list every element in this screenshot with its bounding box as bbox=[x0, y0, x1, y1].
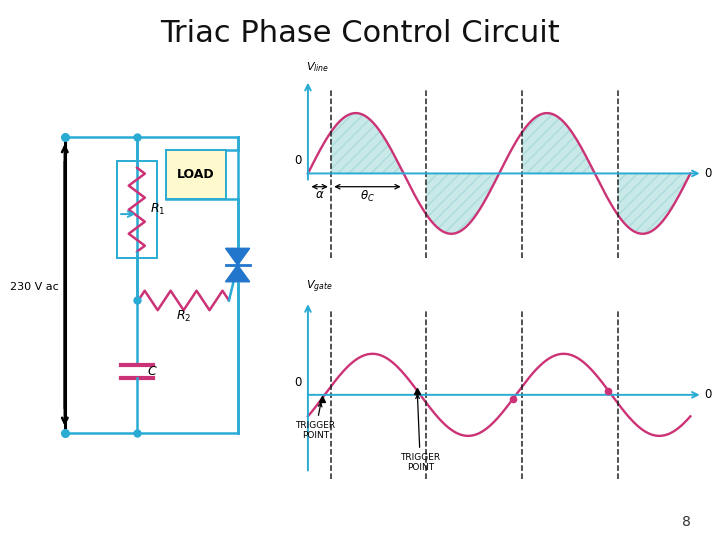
FancyBboxPatch shape bbox=[166, 150, 226, 199]
Polygon shape bbox=[225, 265, 250, 282]
Text: $R_2$: $R_2$ bbox=[176, 309, 192, 325]
Text: $V_{line}$: $V_{line}$ bbox=[307, 60, 330, 74]
Text: 8: 8 bbox=[683, 515, 691, 529]
Text: $\alpha$: $\alpha$ bbox=[315, 187, 325, 200]
Text: Triac Phase Control Circuit: Triac Phase Control Circuit bbox=[160, 19, 560, 48]
Text: 0: 0 bbox=[294, 154, 302, 167]
Text: $R_1$: $R_1$ bbox=[150, 202, 165, 217]
Text: 0: 0 bbox=[704, 167, 711, 180]
Text: TRIGGER
POINT: TRIGGER POINT bbox=[295, 403, 336, 440]
Text: 0: 0 bbox=[294, 376, 302, 389]
Text: 0: 0 bbox=[704, 388, 711, 401]
Text: TRIGGER
POINT: TRIGGER POINT bbox=[400, 395, 441, 472]
Text: $C$: $C$ bbox=[147, 365, 158, 378]
Text: 230 V ac: 230 V ac bbox=[10, 282, 59, 292]
Text: $\theta_C$: $\theta_C$ bbox=[360, 189, 374, 204]
Polygon shape bbox=[225, 248, 250, 265]
Text: $V_{gate}$: $V_{gate}$ bbox=[307, 279, 333, 295]
Text: LOAD: LOAD bbox=[177, 168, 215, 181]
